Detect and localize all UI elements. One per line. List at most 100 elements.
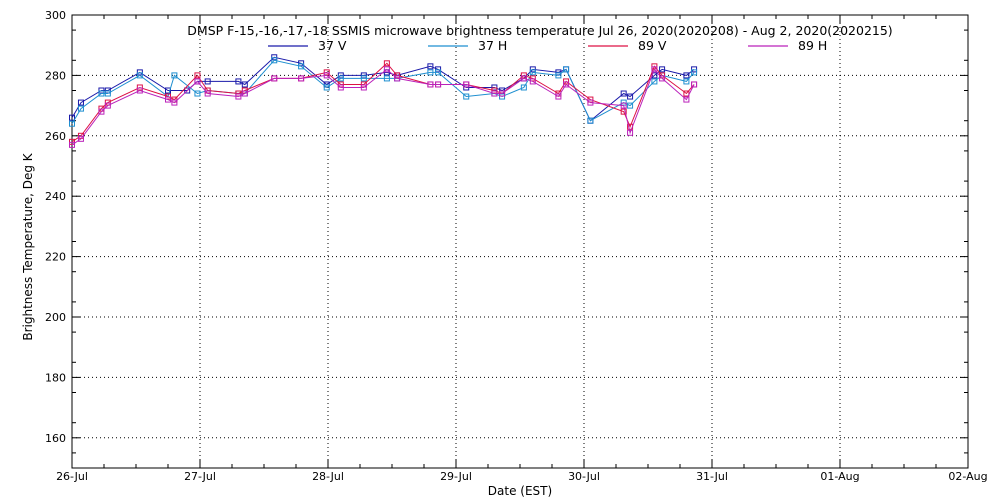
data-point: [98, 108, 105, 115]
data-point: [383, 60, 390, 67]
data-point: [394, 75, 401, 82]
y-tick-label: 220: [45, 251, 66, 264]
data-point: [463, 81, 470, 88]
data-point: [620, 99, 627, 106]
data-point: [383, 75, 390, 82]
data-point: [683, 72, 690, 79]
data-point: [235, 78, 242, 85]
data-point: [298, 75, 305, 82]
data-point: [435, 81, 442, 88]
data-point: [491, 90, 498, 97]
data-point: [627, 102, 634, 109]
data-point: [165, 87, 171, 94]
x-axis-label: Date (EST): [488, 484, 552, 498]
x-tick-label: 27-Jul: [184, 470, 216, 483]
data-point: [683, 78, 690, 85]
data-point: [529, 69, 536, 76]
data-point: [529, 66, 536, 73]
data-point: [555, 72, 562, 79]
data-point: [337, 84, 344, 91]
legend-label: 89 V: [638, 38, 667, 53]
data-point: [683, 96, 690, 103]
data-point: [627, 129, 634, 136]
data-point: [463, 93, 470, 100]
series-2: [69, 57, 698, 127]
data-point: [77, 99, 84, 106]
x-tick-label: 28-Jul: [312, 470, 344, 483]
data-point: [499, 90, 506, 97]
data-point: [69, 120, 75, 127]
chart-title: DMSP F-15,-16,-17,-18 SSMIS microwave br…: [187, 23, 892, 38]
legend: 37 V 37 H 89 V 89 H: [268, 38, 827, 53]
data-point: [491, 84, 498, 91]
data-point: [104, 90, 111, 97]
data-point: [136, 84, 143, 91]
data-point: [194, 78, 201, 85]
data-point: [69, 114, 75, 121]
y-tick-label: 300: [45, 9, 66, 22]
data-point: [620, 90, 627, 97]
x-axis-ticks: 26-Jul 27-Jul 28-Jul 29-Jul 30-Jul 31-Jul 01-A…: [56, 15, 988, 483]
data-point: [98, 90, 105, 97]
data-point: [194, 72, 201, 79]
data-point: [627, 93, 634, 100]
plot-frame: [71, 14, 969, 469]
y-tick-label: 240: [45, 190, 66, 203]
data-point: [323, 84, 330, 91]
data-point: [659, 75, 666, 82]
series-line: [71, 68, 695, 146]
data-point: [235, 93, 242, 100]
data-point: [77, 135, 84, 142]
x-tick-label: 30-Jul: [568, 470, 600, 483]
data-point: [136, 72, 143, 79]
data-point: [683, 90, 690, 97]
legend-label: 37 V: [318, 38, 347, 53]
x-tick-label: 29-Jul: [440, 470, 472, 483]
data-point: [659, 66, 666, 73]
data-point: [271, 54, 278, 61]
data-point: [69, 141, 75, 148]
data-point: [337, 75, 344, 82]
x-tick-label: 02-Aug: [948, 470, 987, 483]
data-point: [204, 90, 211, 97]
data-point: [171, 72, 178, 79]
data-point: [587, 117, 594, 124]
data-point: [383, 66, 390, 73]
data-point: [520, 84, 527, 91]
legend-label: 37 H: [478, 38, 507, 53]
data-point: [77, 105, 84, 112]
data-point: [651, 78, 658, 85]
data-point: [323, 72, 330, 79]
data-point: [241, 81, 248, 88]
data-point: [194, 90, 201, 97]
grid-lines: [72, 14, 968, 468]
data-point: [691, 66, 698, 73]
data-point: [427, 81, 434, 88]
y-tick-label: 160: [45, 432, 66, 445]
y-axis-label: Brightness Temperature, Deg K: [21, 152, 35, 340]
data-point: [104, 102, 111, 109]
x-tick-label: 01-Aug: [820, 470, 859, 483]
data-point: [360, 84, 367, 91]
series-line: [71, 59, 695, 124]
data-point: [165, 93, 171, 100]
legend-label: 89 H: [798, 38, 827, 53]
data-point: [241, 90, 248, 97]
data-point: [435, 69, 442, 76]
data-point: [427, 63, 434, 70]
data-point: [171, 99, 178, 106]
data-point: [435, 66, 442, 73]
series-4: [69, 66, 698, 148]
data-point: [499, 93, 506, 100]
data-point: [360, 75, 367, 82]
data-point: [520, 75, 527, 82]
data-point: [563, 81, 570, 88]
data-point: [271, 75, 278, 82]
data-point: [691, 69, 698, 76]
data-point: [323, 69, 330, 76]
x-tick-label: 31-Jul: [696, 470, 728, 483]
data-point: [136, 87, 143, 94]
data-point: [563, 66, 570, 73]
series-1: [69, 54, 698, 124]
